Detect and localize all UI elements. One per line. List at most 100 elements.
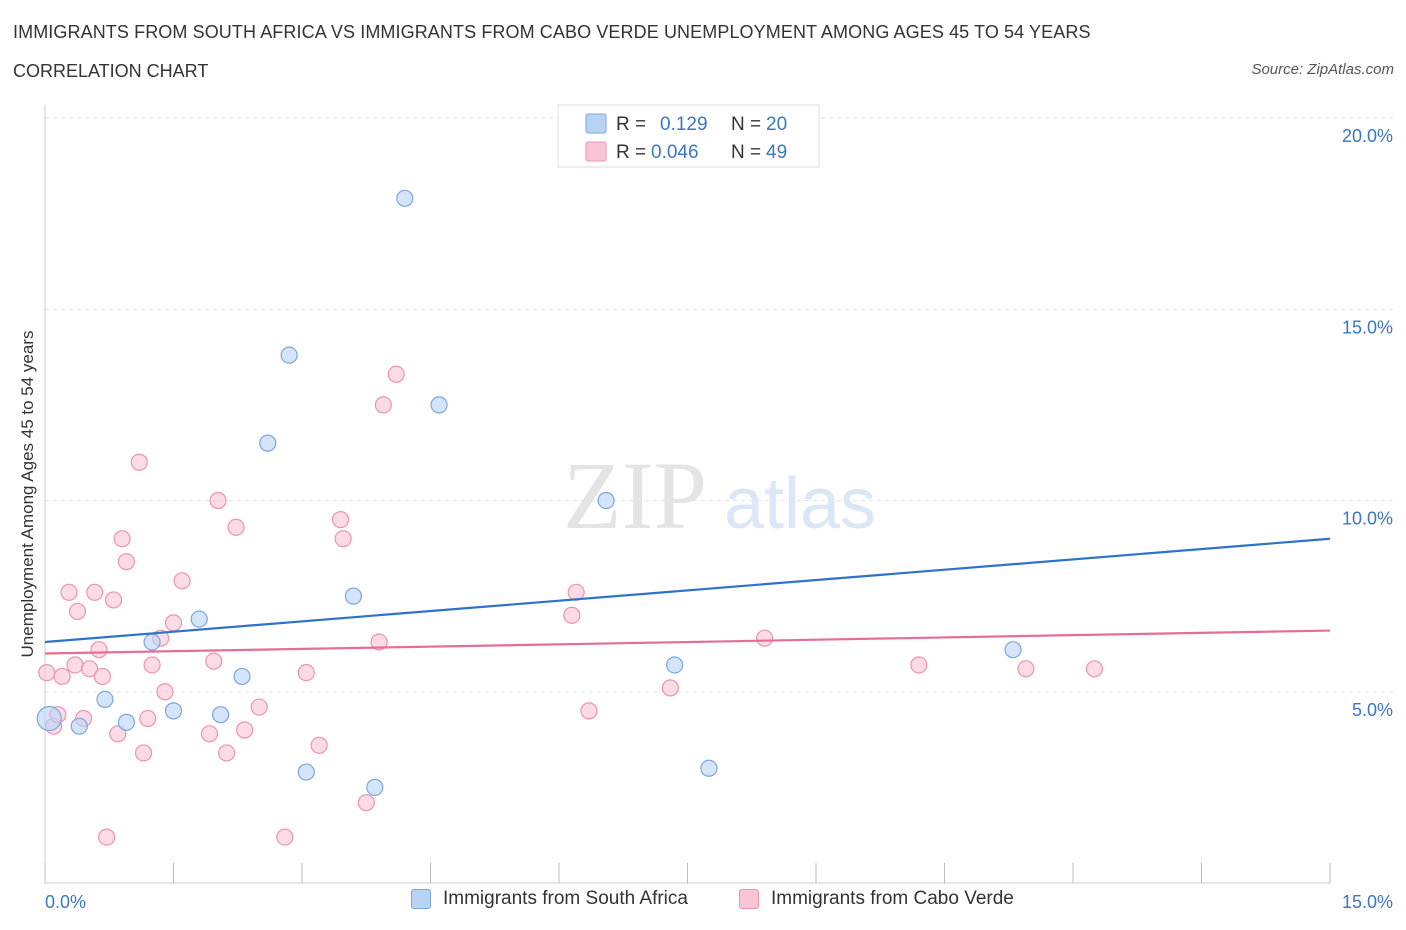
cabo-verde-point xyxy=(98,828,116,846)
y-tick-label: 20.0% xyxy=(1342,126,1393,146)
watermark: ZIP atlas xyxy=(563,442,876,549)
cabo-verde-point xyxy=(1017,660,1035,678)
cabo-verde-point xyxy=(218,744,236,762)
south-africa-point xyxy=(297,763,315,781)
x-tick-label-max: 15.0% xyxy=(1342,892,1393,912)
cabo-verde-point xyxy=(139,709,157,728)
trend-lines xyxy=(44,537,1331,655)
legend-swatch-south-africa xyxy=(411,889,431,909)
south-africa-point xyxy=(396,189,414,207)
x-tick-labels: 0.0% 15.0% xyxy=(45,892,1393,912)
legend-r-value-south-africa: 0.129 xyxy=(660,114,708,135)
cabo-verde-point xyxy=(236,721,254,739)
legend-item-cabo-verde: Immigrants from Cabo Verde xyxy=(739,888,1014,910)
south-africa-point xyxy=(96,690,114,709)
south-africa-point xyxy=(280,346,298,364)
south-africa-point xyxy=(164,702,183,720)
south-africa-point xyxy=(344,587,362,605)
y-tick-labels: 5.0% 10.0% 15.0% 20.0% xyxy=(1342,126,1393,720)
cabo-verde-point xyxy=(200,725,219,743)
south-africa-point xyxy=(666,656,684,674)
south-africa-point xyxy=(597,491,615,510)
cabo-verde-point xyxy=(109,725,127,743)
cabo-verde-point xyxy=(86,583,104,601)
south-africa-point xyxy=(70,717,88,735)
source-label: Source: ZipAtlas.com xyxy=(1251,61,1394,78)
south-africa-trend-line xyxy=(44,537,1331,644)
cabo-verde-point xyxy=(205,652,223,670)
south-africa-point xyxy=(212,706,230,724)
south-africa-point xyxy=(430,396,448,414)
chart-subtitle: CORRELATION CHART xyxy=(13,61,209,81)
legend-label-cabo-verde: Immigrants from Cabo Verde xyxy=(771,888,1014,909)
cabo-verde-point xyxy=(90,641,108,659)
legend-r-label: R = xyxy=(616,114,646,135)
cabo-verde-point xyxy=(276,828,294,846)
legend-n-label: N = xyxy=(731,114,761,135)
watermark-atlas: atlas xyxy=(724,464,876,544)
cabo-verde-point xyxy=(580,702,598,720)
south-africa-point xyxy=(190,610,208,628)
cabo-verde-point xyxy=(113,530,131,548)
legend-swatch-south-africa xyxy=(585,113,607,134)
legend-swatch-cabo-verde xyxy=(585,141,607,162)
watermark-zip: ZIP xyxy=(563,442,707,549)
cabo-verde-point xyxy=(80,660,99,678)
cabo-verde-point xyxy=(910,656,928,674)
legend-r-value-cabo-verde: 0.046 xyxy=(651,142,699,163)
cabo-verde-point xyxy=(143,656,161,674)
legend: R = 0.129 N = 20 R = 0.046 N = 49 xyxy=(557,104,820,168)
y-tick-label: 10.0% xyxy=(1342,509,1393,529)
legend-r-label: R = xyxy=(616,142,646,163)
cabo-verde-point xyxy=(134,744,153,762)
cabo-verde-point xyxy=(68,602,87,621)
cabo-verde-point xyxy=(164,614,183,632)
cabo-verde-point xyxy=(387,365,405,383)
series-cabo-verde xyxy=(38,365,1104,846)
south-africa-point xyxy=(366,778,384,796)
series-south-africa xyxy=(36,189,1022,796)
legend-n-value-south-africa: 20 xyxy=(766,114,787,135)
cabo-verde-point xyxy=(661,679,679,697)
cabo-verde-point xyxy=(93,667,111,686)
cabo-verde-point xyxy=(563,606,581,624)
cabo-verde-point xyxy=(370,633,388,651)
bottom-legend: Immigrants from South Africa Immigrants … xyxy=(0,888,1406,918)
cabo-verde-point xyxy=(130,453,148,471)
south-africa-point xyxy=(700,759,718,777)
cabo-verde-point xyxy=(250,698,268,716)
y-tick-label: 5.0% xyxy=(1352,700,1393,720)
legend-n-label: N = xyxy=(731,142,761,163)
cabo-verde-point xyxy=(755,629,774,647)
south-africa-point xyxy=(233,667,251,686)
legend-label-south-africa: Immigrants from South Africa xyxy=(443,888,688,909)
x-tick-label-min: 0.0% xyxy=(45,892,86,912)
gridlines xyxy=(45,117,1393,693)
cabo-verde-point xyxy=(60,583,78,601)
cabo-verde-point xyxy=(310,736,328,754)
cabo-verde-point xyxy=(331,511,350,529)
cabo-verde-point xyxy=(38,664,56,682)
cabo-verde-point xyxy=(334,530,352,548)
south-africa-point xyxy=(259,434,277,452)
cabo-verde-point xyxy=(357,794,375,812)
cabo-verde-point xyxy=(374,396,392,414)
cabo-verde-point xyxy=(117,553,135,571)
south-africa-point xyxy=(1004,641,1022,659)
legend-swatch-cabo-verde xyxy=(739,889,759,909)
legend-n-value-cabo-verde: 49 xyxy=(766,142,787,163)
y-tick-label: 15.0% xyxy=(1342,317,1393,337)
cabo-verde-point xyxy=(227,518,245,536)
cabo-verde-point xyxy=(1085,660,1104,678)
chart-title: IMMIGRANTS FROM SOUTH AFRICA VS IMMIGRAN… xyxy=(13,22,1091,42)
cabo-verde-point xyxy=(104,591,123,609)
cabo-verde-point xyxy=(156,683,174,701)
south-africa-point xyxy=(143,633,161,651)
south-africa-point xyxy=(117,713,135,731)
legend-item-south-africa: Immigrants from South Africa xyxy=(411,888,688,910)
cabo-verde-point xyxy=(53,667,71,686)
cabo-verde-trend-line xyxy=(44,629,1331,655)
cabo-verde-point xyxy=(173,572,191,590)
axes xyxy=(44,105,1331,884)
